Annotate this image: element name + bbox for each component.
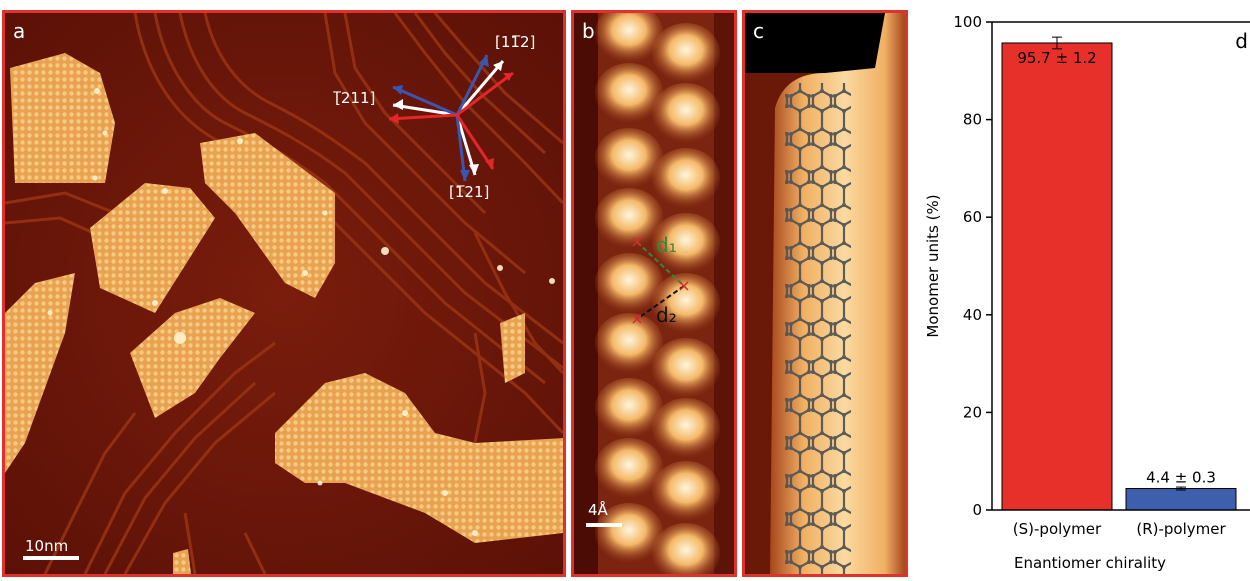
scale-bar-b: [586, 523, 622, 527]
chart-canvas: 0 20 40 60 80 100 95.7 ± 1.2 (S)-polymer 4.4 ± …: [924, 13, 1250, 572]
scale-bar-a: [23, 556, 79, 560]
y-axis-title: Monomer units (%): [924, 194, 942, 337]
direction-label-211: [̅211]: [335, 89, 376, 107]
y-tick-label: 0: [972, 501, 982, 519]
bar-r-polymer: [1125, 488, 1237, 511]
bar-value-label: 95.7 ± 1.2: [1017, 49, 1096, 67]
distance-d2-label: d₂: [656, 303, 677, 327]
chirality-bar-chart: 0 20 40 60 80 100 95.7 ± 1.2 (S)-polymer 4.4 ± …: [912, 0, 1250, 577]
distance-d1-label: d₁: [656, 233, 677, 257]
y-tick-label: 100: [953, 13, 982, 31]
x-category-label: (R)-polymer: [1136, 520, 1226, 538]
stm-zoom-panel: b d₁ d₂ 4Å: [571, 10, 737, 577]
x-axis-title: Enantiomer chirality: [1014, 554, 1166, 572]
y-tick-label: 40: [963, 306, 982, 324]
direction-label-121: [1̅21]: [449, 183, 490, 201]
y-tick-label: 20: [963, 403, 982, 421]
bar-value-label: 4.4 ± 0.3: [1146, 469, 1216, 487]
stm-zoom-image: [574, 13, 734, 574]
polymer-model-image: [745, 13, 905, 574]
y-tick-label: 60: [963, 208, 982, 226]
polymer-model-panel: c: [742, 10, 908, 577]
scale-label-b: 4Å: [588, 501, 608, 519]
bar-s-polymer: [1001, 42, 1113, 511]
stm-overview-image: [5, 13, 563, 574]
panel-c-label: c: [753, 19, 764, 43]
y-tick-label: 80: [963, 111, 982, 129]
direction-label-112: [11̅2]: [495, 33, 536, 51]
scale-label-a: 10nm: [25, 537, 69, 555]
panel-b-label: b: [582, 19, 595, 43]
x-category-label: (S)-polymer: [1013, 520, 1102, 538]
stm-overview-panel: a [11̅2] [̅211] [1̅21] 10nm: [2, 10, 566, 577]
panel-a-label: a: [13, 19, 26, 43]
panel-d-label: d: [1235, 29, 1248, 53]
